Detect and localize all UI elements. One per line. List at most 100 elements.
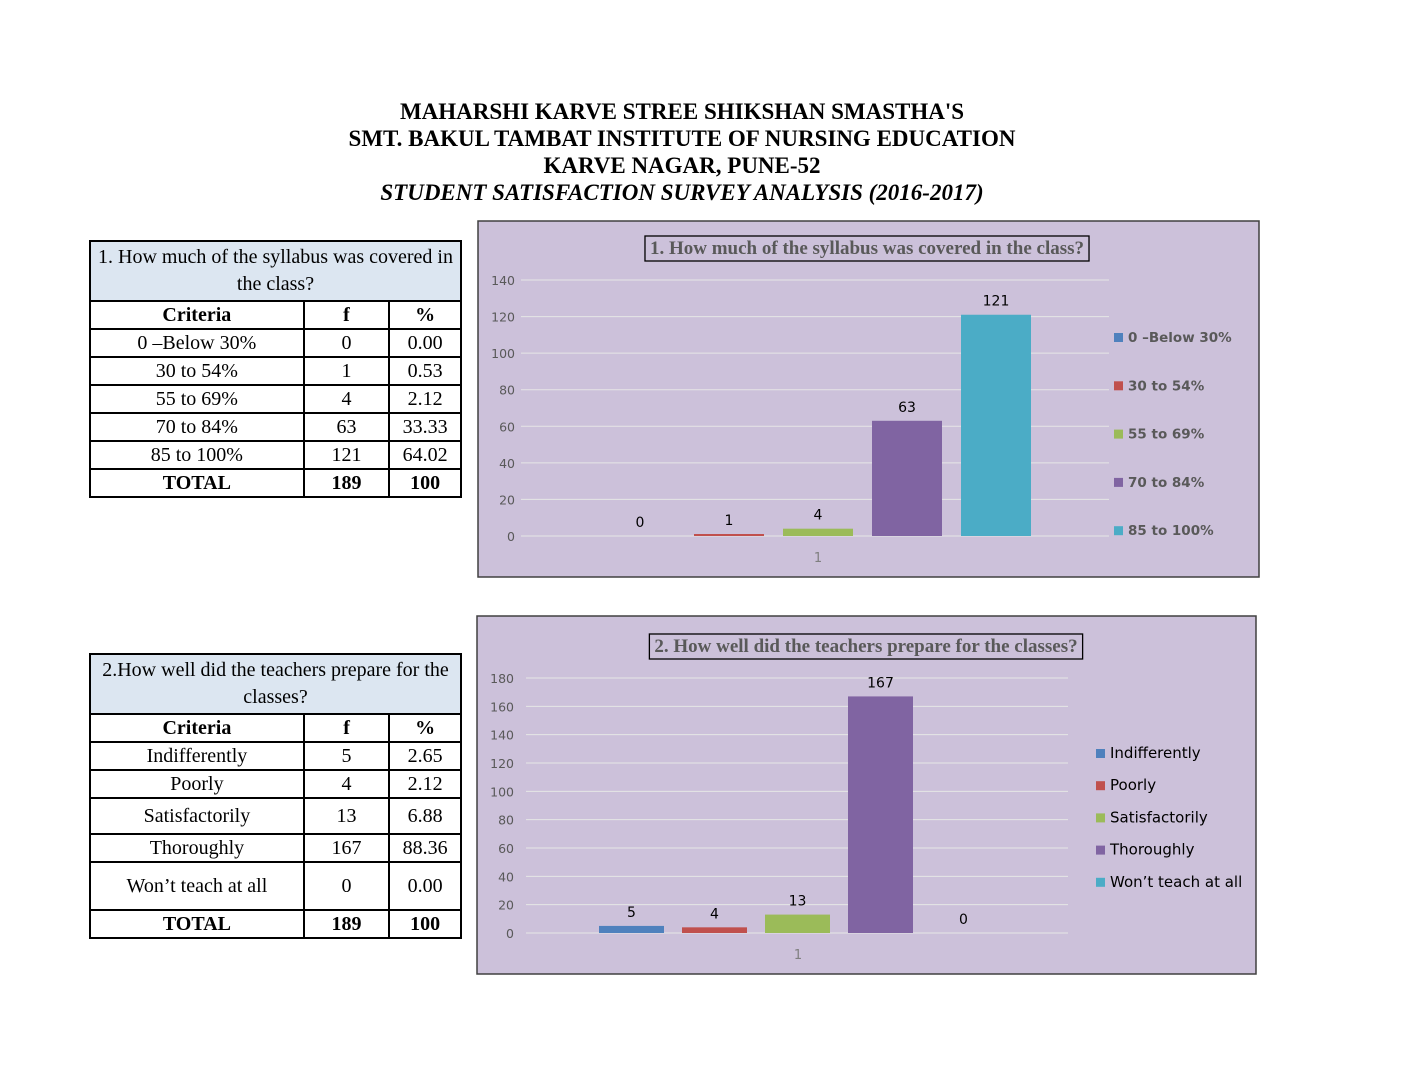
- y-tick-label: 120: [490, 756, 514, 771]
- syllabus-coverage-chart: 1. How much of the syllabus was covered …: [477, 220, 1260, 578]
- y-tick-label: 40: [499, 456, 515, 471]
- table-question: 2.How well did the teachers prepare for …: [89, 653, 462, 715]
- bar: [682, 927, 747, 933]
- y-tick-label: 120: [491, 310, 515, 325]
- percent-cell: 0.00: [388, 861, 462, 911]
- data-label: 13: [789, 894, 807, 910]
- legend-swatch: [1096, 749, 1105, 758]
- percent-cell: 2.12: [388, 384, 462, 414]
- bar: [961, 314, 1031, 536]
- total-frequency: 189: [302, 468, 391, 498]
- data-label: 0: [636, 515, 645, 531]
- data-label: 5: [627, 905, 636, 921]
- legend-swatch: [1114, 526, 1123, 536]
- chart-title-border: [644, 235, 1090, 262]
- bar: [765, 914, 830, 933]
- percent-cell: 2.12: [388, 769, 462, 799]
- table-row: Won’t teach at all 0 0.00: [89, 861, 462, 911]
- legend-label: Thoroughly: [1109, 841, 1195, 859]
- criteria-cell: Satisfactorily: [89, 797, 305, 835]
- x-category-label: 1: [814, 551, 822, 566]
- table-row: Thoroughly 167 88.36: [89, 833, 462, 863]
- col-header-percent: %: [388, 300, 462, 330]
- total-percent: 100: [388, 909, 462, 939]
- data-label: 121: [983, 294, 1010, 310]
- legend-label: 0 –Below 30%: [1128, 330, 1232, 346]
- criteria-cell: 30 to 54%: [89, 356, 305, 386]
- frequency-cell: 13: [302, 797, 391, 835]
- legend-swatch: [1096, 813, 1105, 823]
- col-header-criteria: Criteria: [89, 300, 305, 330]
- criteria-cell: 85 to 100%: [89, 440, 305, 470]
- legend-swatch: [1114, 333, 1123, 342]
- criteria-cell: Indifferently: [89, 741, 305, 771]
- bar: [848, 696, 913, 933]
- bar: [694, 534, 764, 536]
- data-label: 4: [814, 508, 823, 524]
- total-row: TOTAL 189 100: [89, 468, 462, 498]
- table-row: Satisfactorily 13 6.88: [89, 797, 462, 835]
- teacher-preparation-table: 2.How well did the teachers prepare for …: [89, 653, 462, 939]
- y-tick-label: 20: [498, 898, 514, 913]
- percent-cell: 0.53: [388, 356, 462, 386]
- legend-label: Poorly: [1110, 776, 1156, 794]
- legend-swatch: [1096, 781, 1105, 791]
- y-tick-label: 100: [490, 784, 514, 799]
- bar: [872, 420, 942, 536]
- legend-label: 30 to 54%: [1128, 378, 1205, 394]
- legend-swatch: [1096, 845, 1105, 855]
- frequency-cell: 0: [302, 861, 391, 911]
- y-tick-label: 100: [491, 346, 515, 361]
- total-label: TOTAL: [89, 909, 305, 939]
- survey-title: STUDENT SATISFACTION SURVEY ANALYSIS (20…: [380, 180, 984, 205]
- col-header-f: f: [302, 300, 391, 330]
- table-row: 55 to 69% 4 2.12: [89, 384, 462, 414]
- criteria-cell: 55 to 69%: [89, 384, 305, 414]
- legend-label: 85 to 100%: [1128, 523, 1214, 539]
- legend-label: 55 to 69%: [1128, 427, 1205, 443]
- legend-swatch: [1114, 429, 1123, 439]
- legend-label: Satisfactorily: [1110, 808, 1208, 826]
- table-row: 70 to 84% 63 33.33: [89, 412, 462, 442]
- percent-cell: 2.65: [388, 741, 462, 771]
- bar: [783, 528, 853, 536]
- y-tick-label: 160: [490, 699, 514, 714]
- col-header-f: f: [302, 713, 391, 743]
- total-percent: 100: [388, 468, 462, 498]
- y-tick-label: 80: [498, 813, 514, 828]
- legend-swatch: [1114, 477, 1123, 487]
- teacher-preparation-chart: 2. How well did the teachers prepare for…: [476, 615, 1257, 975]
- frequency-cell: 167: [302, 833, 391, 863]
- legend-label: 70 to 84%: [1128, 475, 1205, 491]
- criteria-cell: Thoroughly: [89, 833, 305, 863]
- total-row: TOTAL 189 100: [89, 909, 462, 939]
- col-header-criteria: Criteria: [89, 713, 305, 743]
- data-label: 0: [959, 912, 968, 928]
- page-header: MAHARSHI KARVE STREE SHIKSHAN SMASTHA'S …: [0, 98, 1364, 206]
- percent-cell: 64.02: [388, 440, 462, 470]
- col-header-percent: %: [388, 713, 462, 743]
- total-frequency: 189: [302, 909, 391, 939]
- legend-label: Indifferently: [1110, 744, 1201, 762]
- y-tick-label: 140: [490, 728, 514, 743]
- percent-cell: 33.33: [388, 412, 462, 442]
- criteria-cell: Poorly: [89, 769, 305, 799]
- frequency-cell: 1: [302, 356, 391, 386]
- legend-swatch: [1114, 381, 1123, 391]
- criteria-cell: Won’t teach at all: [89, 861, 305, 911]
- frequency-cell: 5: [302, 741, 391, 771]
- legend-swatch: [1096, 877, 1105, 887]
- table-question: 1. How much of the syllabus was covered …: [89, 240, 462, 302]
- table-row: 30 to 54% 1 0.53: [89, 356, 462, 386]
- total-label: TOTAL: [89, 468, 305, 498]
- data-label: 1: [725, 513, 734, 529]
- table-row: Indifferently 5 2.65: [89, 741, 462, 771]
- chart-title: 1. How much of the syllabus was covered …: [650, 238, 1084, 259]
- criteria-cell: 70 to 84%: [89, 412, 305, 442]
- address: KARVE NAGAR, PUNE-52: [543, 153, 821, 178]
- frequency-cell: 0: [302, 328, 391, 358]
- percent-cell: 88.36: [388, 833, 462, 863]
- institute-name: SMT. BAKUL TAMBAT INSTITUTE OF NURSING E…: [348, 126, 1016, 151]
- data-label: 63: [898, 400, 916, 416]
- org-name: MAHARSHI KARVE STREE SHIKSHAN SMASTHA'S: [399, 99, 965, 124]
